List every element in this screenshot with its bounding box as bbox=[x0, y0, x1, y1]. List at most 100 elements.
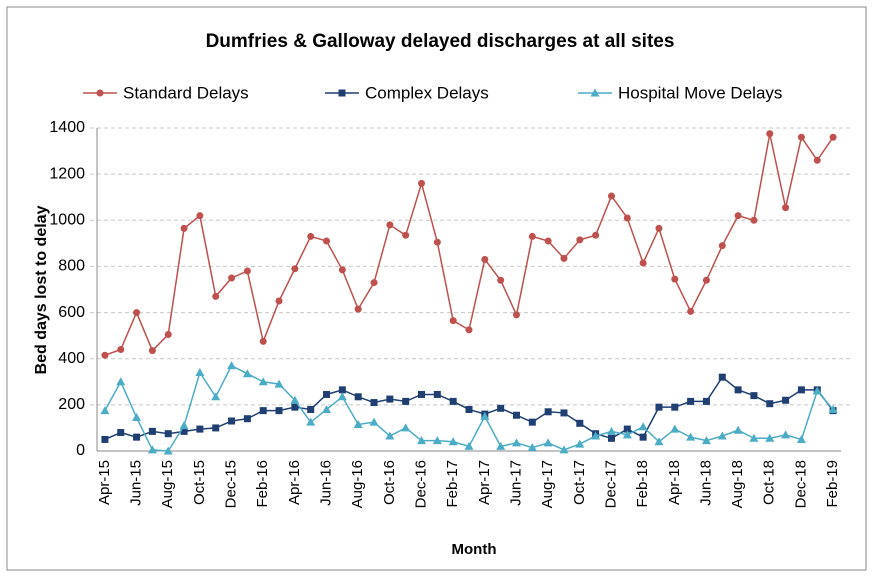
data-point bbox=[527, 443, 537, 452]
data-point bbox=[765, 433, 775, 442]
data-point bbox=[402, 397, 410, 405]
data-point bbox=[385, 431, 395, 440]
data-point bbox=[418, 390, 426, 398]
data-point bbox=[782, 204, 790, 212]
data-point bbox=[323, 390, 331, 398]
data-point bbox=[828, 404, 838, 413]
data-point bbox=[133, 433, 141, 441]
data-point bbox=[164, 330, 172, 338]
data-point bbox=[337, 392, 347, 401]
data-point bbox=[259, 337, 267, 345]
data-point bbox=[639, 433, 647, 441]
data-point bbox=[511, 438, 521, 447]
x-tick-label: Oct-15 bbox=[191, 460, 208, 505]
data-point bbox=[449, 397, 457, 405]
data-point bbox=[512, 411, 520, 419]
data-point bbox=[449, 317, 457, 325]
data-point bbox=[829, 133, 837, 141]
data-point bbox=[686, 432, 696, 441]
data-point bbox=[133, 309, 141, 317]
data-point bbox=[687, 397, 695, 405]
data-point bbox=[607, 434, 615, 442]
data-point bbox=[701, 436, 711, 445]
legend-marker bbox=[590, 88, 600, 97]
data-point bbox=[592, 231, 600, 239]
data-point bbox=[766, 400, 774, 408]
data-point bbox=[242, 369, 252, 378]
data-point bbox=[290, 395, 300, 404]
data-point bbox=[100, 406, 110, 415]
data-point bbox=[258, 377, 268, 386]
x-tick-label: Jun-15 bbox=[128, 460, 145, 506]
data-point bbox=[496, 441, 506, 450]
data-point bbox=[417, 436, 427, 445]
data-point bbox=[702, 397, 710, 405]
data-point bbox=[338, 386, 346, 394]
data-point bbox=[180, 427, 188, 435]
x-tick-label: Jun-18 bbox=[697, 460, 714, 506]
data-point bbox=[528, 418, 536, 426]
x-tick-label: Apr-15 bbox=[96, 460, 113, 505]
data-point bbox=[369, 417, 379, 426]
chart-frame bbox=[6, 6, 867, 571]
y-tick-label: 800 bbox=[58, 258, 85, 275]
data-point bbox=[323, 237, 331, 245]
legend-marker bbox=[338, 89, 346, 97]
data-point bbox=[147, 445, 157, 454]
data-point bbox=[464, 441, 474, 450]
data-point bbox=[291, 265, 299, 273]
data-point bbox=[796, 434, 806, 443]
data-point bbox=[576, 419, 584, 427]
data-point bbox=[274, 379, 284, 388]
data-point bbox=[560, 409, 568, 417]
data-point bbox=[622, 430, 632, 439]
data-point bbox=[116, 377, 126, 386]
data-point bbox=[354, 393, 362, 401]
data-point bbox=[606, 426, 616, 435]
data-point bbox=[148, 427, 156, 435]
data-point bbox=[750, 216, 758, 224]
data-point bbox=[512, 311, 520, 319]
x-tick-label: Dec-18 bbox=[792, 460, 809, 508]
data-point bbox=[797, 386, 805, 394]
data-point bbox=[307, 232, 315, 240]
data-point bbox=[433, 238, 441, 246]
x-tick-label: Oct-18 bbox=[761, 460, 778, 505]
y-tick-label: 200 bbox=[58, 396, 85, 413]
chart-title: Dumfries & Galloway delayed discharges a… bbox=[206, 31, 675, 52]
data-point bbox=[718, 373, 726, 381]
data-point bbox=[671, 275, 679, 283]
data-point bbox=[813, 156, 821, 164]
data-point bbox=[101, 435, 109, 443]
data-point bbox=[117, 429, 125, 437]
data-point bbox=[750, 392, 758, 400]
data-point bbox=[607, 192, 615, 200]
data-point bbox=[655, 224, 663, 232]
data-point bbox=[543, 438, 553, 447]
data-point bbox=[432, 436, 442, 445]
data-point bbox=[465, 326, 473, 334]
data-point bbox=[275, 407, 283, 415]
data-point bbox=[164, 430, 172, 438]
data-point bbox=[338, 266, 346, 274]
x-tick-label: Apr-18 bbox=[666, 460, 683, 505]
data-point bbox=[132, 413, 142, 422]
x-tick-label: Feb-16 bbox=[254, 460, 271, 508]
x-tick-label: Aug-18 bbox=[729, 460, 746, 508]
data-point bbox=[717, 431, 727, 440]
data-point bbox=[228, 417, 236, 425]
x-tick-label: Apr-16 bbox=[286, 460, 303, 505]
data-point bbox=[196, 212, 204, 220]
data-point bbox=[353, 419, 363, 428]
data-point bbox=[654, 437, 664, 446]
data-point bbox=[480, 411, 490, 420]
data-point bbox=[733, 425, 743, 434]
data-point bbox=[306, 417, 316, 426]
data-point bbox=[275, 297, 283, 305]
data-point bbox=[227, 361, 237, 370]
data-point bbox=[639, 259, 647, 267]
data-point bbox=[117, 345, 125, 353]
data-point bbox=[559, 445, 569, 454]
data-point bbox=[211, 392, 221, 401]
